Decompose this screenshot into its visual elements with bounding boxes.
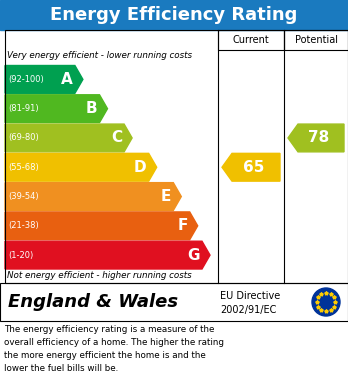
Polygon shape (5, 183, 181, 210)
Text: lower the fuel bills will be.: lower the fuel bills will be. (4, 364, 118, 373)
Text: overall efficiency of a home. The higher the rating: overall efficiency of a home. The higher… (4, 338, 224, 347)
Polygon shape (5, 124, 132, 152)
Text: (21-38): (21-38) (8, 221, 39, 230)
Text: (55-68): (55-68) (8, 163, 39, 172)
Text: B: B (86, 101, 97, 116)
Text: 2002/91/EC: 2002/91/EC (220, 305, 276, 315)
Polygon shape (5, 66, 83, 93)
Bar (5, 30, 348, 283)
Text: the more energy efficient the home is and the: the more energy efficient the home is an… (4, 351, 206, 360)
Text: Current: Current (232, 35, 269, 45)
Polygon shape (5, 95, 108, 122)
Text: A: A (61, 72, 73, 87)
Text: Potential: Potential (294, 35, 338, 45)
Text: (39-54): (39-54) (8, 192, 39, 201)
Bar (0, 283, 348, 321)
Text: C: C (111, 131, 122, 145)
Text: EU Directive: EU Directive (220, 291, 280, 301)
Text: (1-20): (1-20) (8, 251, 33, 260)
Polygon shape (288, 124, 344, 152)
Text: The energy efficiency rating is a measure of the: The energy efficiency rating is a measur… (4, 325, 214, 334)
Text: (92-100): (92-100) (8, 75, 44, 84)
Bar (284, 30, 348, 50)
Text: G: G (188, 248, 200, 263)
Bar (218, 30, 284, 50)
Text: E: E (161, 189, 171, 204)
Polygon shape (5, 153, 157, 181)
Text: 78: 78 (308, 131, 330, 145)
Circle shape (312, 288, 340, 316)
Text: (81-91): (81-91) (8, 104, 39, 113)
Text: F: F (177, 218, 188, 233)
Text: D: D (134, 160, 147, 175)
Polygon shape (5, 212, 198, 240)
Bar (0, 0, 348, 30)
Text: England & Wales: England & Wales (8, 293, 178, 311)
Polygon shape (5, 241, 210, 269)
Text: Very energy efficient - lower running costs: Very energy efficient - lower running co… (7, 52, 192, 61)
Text: 65: 65 (243, 160, 265, 175)
Text: Energy Efficiency Rating: Energy Efficiency Rating (50, 6, 298, 24)
Text: Not energy efficient - higher running costs: Not energy efficient - higher running co… (7, 271, 192, 280)
Polygon shape (222, 153, 280, 181)
Text: (69-80): (69-80) (8, 133, 39, 142)
